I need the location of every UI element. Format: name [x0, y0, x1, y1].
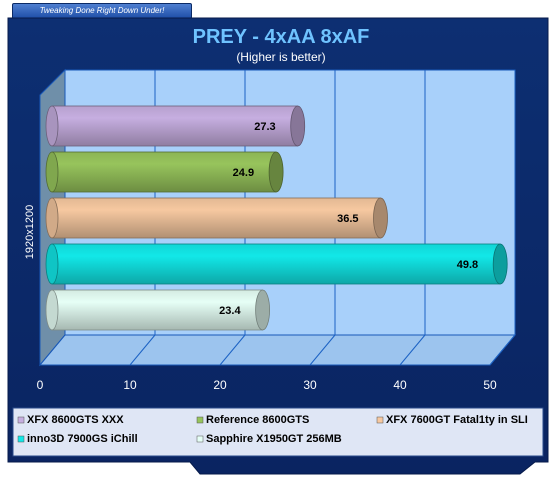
bar-1: 27.3	[45, 105, 306, 147]
legend-label: XFX 8600GTS XXX	[27, 414, 124, 426]
legend-label: Sapphire X1950GT 256MB	[206, 433, 342, 445]
bar-value-label: 27.3	[254, 121, 275, 133]
category-label: 1920x1200	[24, 205, 36, 259]
bar-left-cap	[45, 151, 59, 193]
bar-value-label: 24.9	[233, 167, 254, 179]
legend-swatch	[17, 416, 25, 424]
x-tick-label: 20	[213, 378, 227, 392]
x-tick-label: 30	[303, 378, 317, 392]
legend-swatch	[17, 435, 25, 443]
gridline-floor	[219, 334, 246, 366]
bars: 27.3 24.9 36.5 49.8 23.4	[45, 105, 508, 331]
legend-swatch	[196, 416, 204, 424]
bar-end-cap	[492, 243, 508, 285]
bar-body	[51, 197, 381, 239]
bar-body	[51, 243, 501, 285]
bar-2: 24.9	[45, 151, 284, 193]
bar-value-label: 23.4	[219, 305, 241, 317]
bar-end-cap	[290, 105, 306, 147]
x-tick-label: 10	[123, 378, 137, 392]
legend: XFX 8600GTS XXX Reference 8600GTS XFX 7600…	[17, 414, 528, 445]
legend-label: Reference 8600GTS	[206, 414, 309, 426]
bar-4: 49.8	[45, 243, 508, 285]
x-tick-label: 0	[37, 378, 44, 392]
bar-left-cap	[45, 105, 59, 147]
legend-label: inno3D 7900GS iChill	[27, 433, 138, 445]
x-tick-label: 50	[483, 378, 497, 392]
gridline-floor	[399, 334, 426, 366]
chart-subtitle: (Higher is better)	[236, 50, 325, 64]
plot-floor	[38, 334, 517, 366]
legend-swatch	[196, 435, 204, 443]
bar-end-cap	[268, 151, 284, 193]
legend-label: XFX 7600GT Fatal1ty in SLI	[386, 414, 528, 426]
bar-left-cap	[45, 197, 59, 239]
gridline-floor	[129, 334, 156, 366]
bar-left-cap	[45, 289, 59, 331]
chart-title: PREY - 4xAA 8xAF	[193, 26, 370, 48]
legend-swatch	[376, 416, 384, 424]
gridline-floor	[489, 334, 516, 366]
bar-5: 23.4	[45, 289, 271, 331]
x-tick-label: 40	[393, 378, 407, 392]
bar-left-cap	[45, 243, 59, 285]
gridline-floor	[309, 334, 336, 366]
legend-box	[12, 407, 544, 457]
bar-body	[51, 151, 277, 193]
bar-value-label: 36.5	[337, 213, 358, 225]
bar-3: 36.5	[45, 197, 388, 239]
x-axis-ticks: 0 10 20 30 40 50	[37, 378, 497, 392]
bar-end-cap	[255, 289, 271, 331]
bar-end-cap	[373, 197, 388, 239]
bar-value-label: 49.8	[457, 259, 478, 271]
bar-body	[51, 105, 299, 147]
